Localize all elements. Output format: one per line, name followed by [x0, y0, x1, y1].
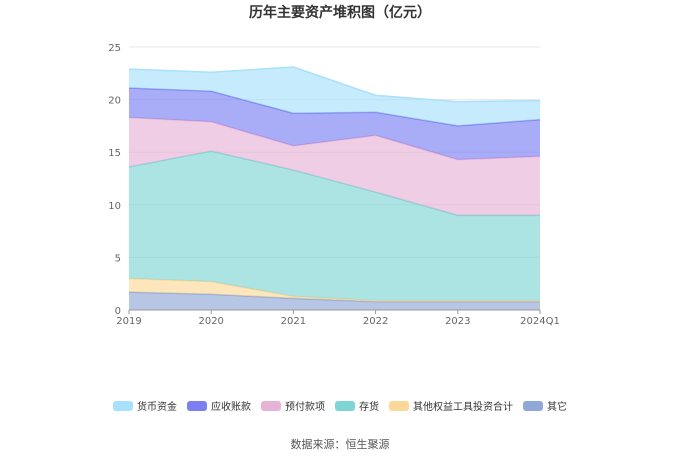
chart-legend: 货币资金 应收账款 预付款项 存货 其他权益工具投资合计 其它: [0, 398, 680, 413]
area-series-3: [129, 117, 540, 216]
legend-swatch: [187, 400, 207, 411]
data-source: 数据来源：恒生聚源: [290, 438, 390, 451]
axis-layer: 0 5 10 15 20 25 2019 2020 2021 2022 2023 2024Q1: [108, 43, 560, 327]
area-series-0: [129, 292, 540, 310]
x-tick-label: 2019: [116, 316, 141, 327]
x-tick-label: 2024Q1: [520, 316, 560, 327]
x-tick-label: 2021: [281, 316, 306, 327]
legend-item[interactable]: 应收账款: [187, 398, 251, 413]
y-tick-label: 25: [108, 43, 121, 54]
area-layer: [128, 66, 541, 310]
legend-label: 其他权益工具投资合计: [413, 402, 513, 413]
legend-item[interactable]: 预付款项: [261, 398, 325, 413]
legend-label: 其它: [547, 402, 567, 413]
legend-item[interactable]: 其它: [523, 398, 567, 413]
legend-swatch: [335, 400, 355, 411]
chart-title: 历年主要资产堆积图（亿元）: [249, 5, 431, 21]
y-tick-label: 10: [108, 201, 121, 212]
legend-label: 货币资金: [137, 402, 177, 413]
y-tick-label: 0: [115, 306, 121, 317]
legend-item[interactable]: 其他权益工具投资合计: [389, 398, 513, 413]
area-series-line-5: [128, 66, 541, 103]
y-tick-label: 15: [108, 148, 121, 159]
y-tick-label: 20: [108, 96, 121, 107]
legend-swatch: [113, 400, 133, 411]
x-tick-label: 2023: [445, 316, 470, 327]
x-tick-label: 2020: [198, 316, 223, 327]
legend-item[interactable]: 存货: [335, 398, 379, 413]
area-series-2: [129, 151, 540, 301]
area-series-4: [129, 88, 540, 160]
y-tick-label: 5: [115, 253, 121, 264]
legend-label: 应收账款: [211, 402, 251, 413]
x-tick-label: 2022: [363, 316, 388, 327]
legend-swatch: [523, 400, 543, 411]
legend-swatch: [389, 400, 409, 411]
legend-label: 存货: [359, 402, 379, 413]
legend-swatch: [261, 400, 281, 411]
legend-item[interactable]: 货币资金: [113, 398, 177, 413]
legend-label: 预付款项: [285, 402, 325, 413]
area-series-5: [129, 66, 540, 126]
